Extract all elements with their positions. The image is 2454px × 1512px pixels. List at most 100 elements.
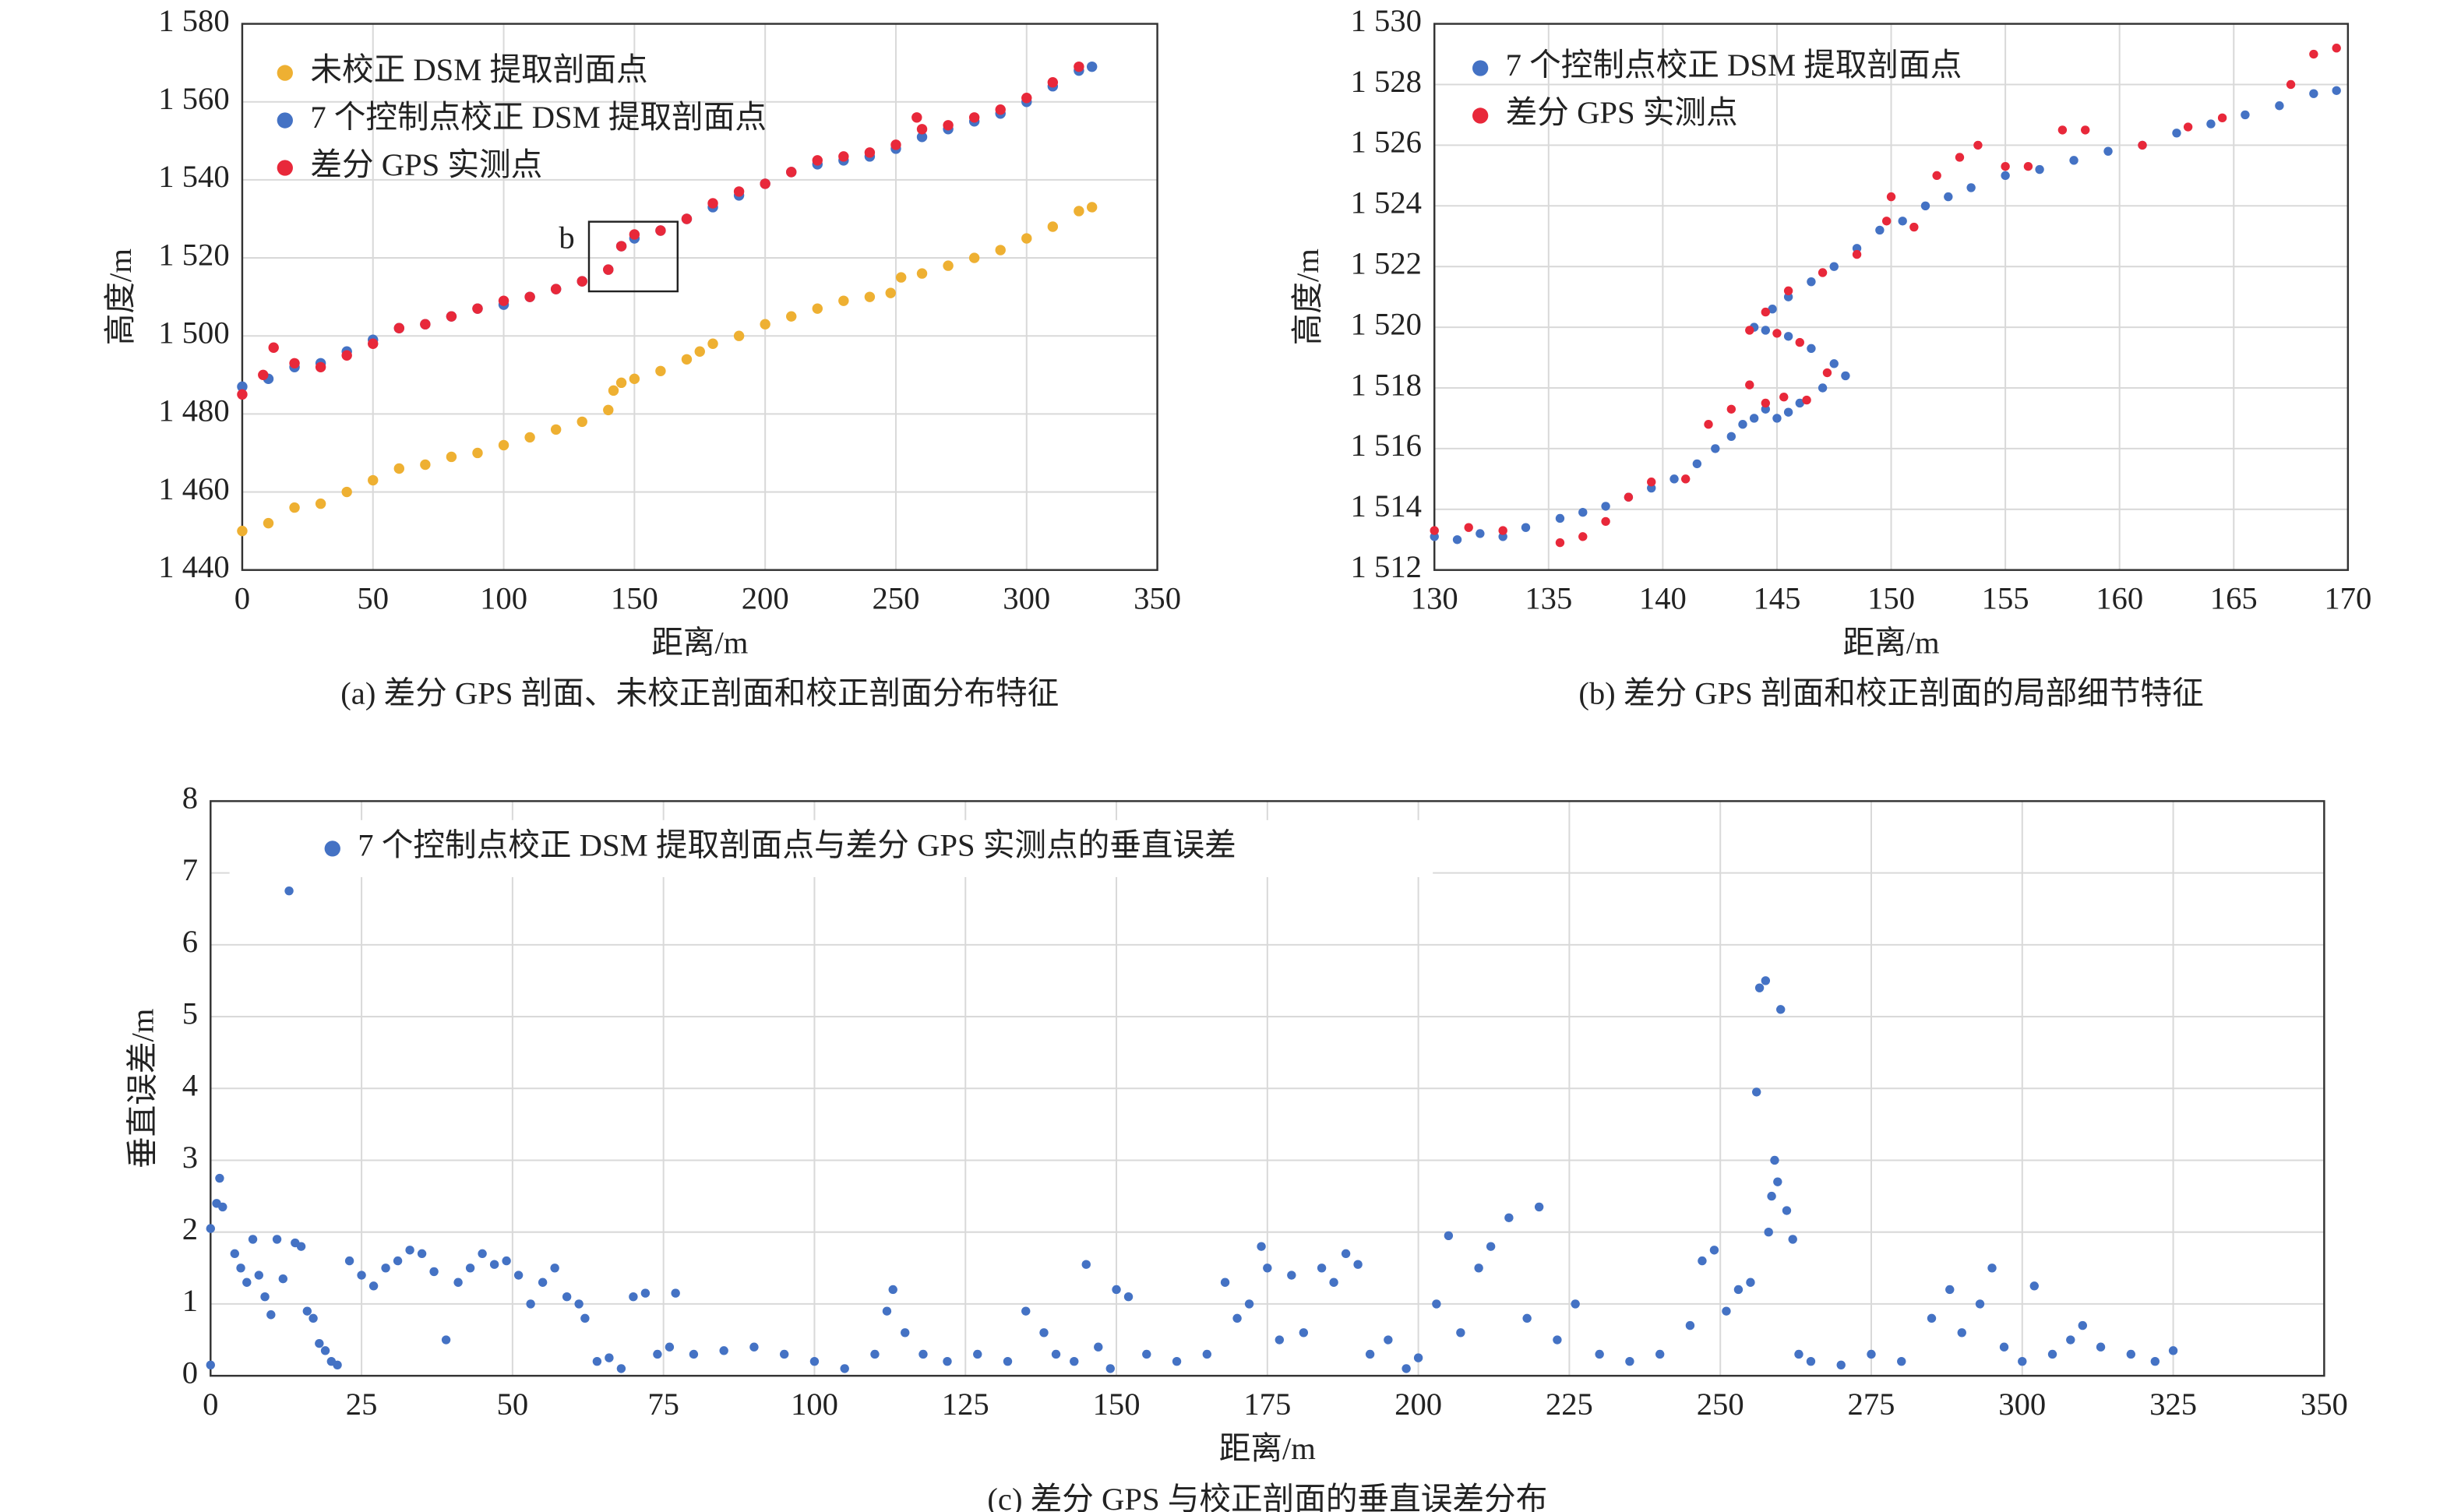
point bbox=[2332, 86, 2341, 95]
point bbox=[1764, 1228, 1773, 1237]
point bbox=[1456, 1328, 1465, 1338]
point bbox=[1464, 523, 1473, 532]
point bbox=[2206, 119, 2216, 129]
point bbox=[446, 311, 457, 322]
point bbox=[218, 1202, 227, 1212]
point bbox=[2183, 122, 2193, 132]
point bbox=[707, 338, 718, 349]
point bbox=[694, 346, 705, 357]
point bbox=[1504, 1213, 1514, 1222]
point bbox=[603, 404, 614, 416]
x-tick-label: 350 bbox=[1134, 581, 1181, 616]
y-tick-label: 1 518 bbox=[1351, 367, 1422, 402]
point bbox=[1263, 1264, 1272, 1273]
point bbox=[284, 886, 294, 896]
point bbox=[237, 525, 248, 537]
point bbox=[393, 1256, 403, 1266]
point bbox=[1232, 1313, 1242, 1323]
point bbox=[550, 284, 562, 294]
point bbox=[2217, 113, 2227, 123]
point bbox=[1275, 1335, 1285, 1345]
point bbox=[1555, 513, 1565, 523]
point bbox=[901, 1328, 910, 1338]
point bbox=[2150, 1356, 2160, 1366]
chart: 0 25 50 75 100 125 150 175 200 225 250 275 300 325 350… bbox=[125, 781, 2348, 1512]
point bbox=[1257, 1242, 1266, 1251]
point bbox=[1783, 332, 1793, 341]
point bbox=[603, 264, 614, 275]
point bbox=[809, 1356, 820, 1366]
point bbox=[1553, 1335, 1562, 1345]
point bbox=[1142, 1349, 1151, 1359]
point bbox=[780, 1349, 789, 1359]
y-tick-label: 1 520 bbox=[158, 237, 229, 272]
point bbox=[968, 252, 980, 263]
point bbox=[429, 1267, 439, 1277]
y-tick-label: 4 bbox=[182, 1068, 198, 1103]
point bbox=[629, 229, 640, 240]
point bbox=[1105, 1364, 1115, 1373]
point bbox=[1955, 153, 1965, 162]
point bbox=[1875, 225, 1885, 235]
point bbox=[2172, 129, 2181, 138]
point bbox=[1578, 508, 1588, 517]
point bbox=[1498, 526, 1507, 535]
x-tick-label: 0 bbox=[203, 1387, 218, 1422]
point bbox=[215, 1173, 224, 1183]
point bbox=[1202, 1349, 1211, 1359]
y-tick-label: 1 522 bbox=[1351, 246, 1422, 281]
point bbox=[1521, 523, 1531, 532]
point bbox=[2001, 171, 2010, 181]
legend-marker bbox=[324, 841, 340, 857]
y-tick-label: 1 bbox=[182, 1283, 198, 1318]
point bbox=[296, 1242, 306, 1251]
point bbox=[1768, 305, 1777, 314]
point bbox=[1474, 1264, 1483, 1273]
point bbox=[1074, 206, 1084, 217]
point bbox=[864, 147, 876, 158]
x-tick-label: 250 bbox=[1697, 1387, 1744, 1422]
point bbox=[1709, 1246, 1719, 1255]
point bbox=[1973, 140, 1983, 150]
point bbox=[2047, 1349, 2057, 1359]
point bbox=[1003, 1356, 1013, 1366]
point bbox=[513, 1271, 524, 1280]
point bbox=[1788, 1235, 1797, 1244]
point bbox=[446, 451, 457, 463]
point bbox=[1329, 1278, 1338, 1287]
x-tick-label: 145 bbox=[1753, 581, 1800, 616]
x-axis-label: 距离/m bbox=[651, 626, 748, 661]
point bbox=[263, 517, 274, 529]
point bbox=[524, 291, 535, 302]
point bbox=[478, 1249, 487, 1259]
x-axis-label: 距离/m bbox=[1842, 626, 1939, 661]
point bbox=[1647, 483, 1656, 493]
point bbox=[943, 260, 954, 271]
point bbox=[315, 498, 326, 509]
point bbox=[1932, 171, 1941, 181]
point bbox=[320, 1346, 330, 1355]
point bbox=[562, 1292, 572, 1302]
point bbox=[1595, 1349, 1604, 1359]
point bbox=[812, 303, 823, 314]
point bbox=[1944, 192, 1953, 202]
point bbox=[605, 1353, 614, 1362]
x-tick-label: 225 bbox=[1546, 1387, 1593, 1422]
point bbox=[341, 486, 352, 498]
point bbox=[655, 225, 666, 236]
point bbox=[608, 385, 619, 397]
point bbox=[592, 1356, 602, 1366]
point bbox=[1999, 1342, 2009, 1352]
point bbox=[1783, 407, 1793, 417]
point bbox=[368, 1281, 379, 1291]
point bbox=[237, 381, 248, 393]
point bbox=[574, 1299, 584, 1309]
point bbox=[289, 502, 300, 513]
point bbox=[237, 389, 248, 400]
chart-title: (b) 差分 GPS 剖面和校正剖面的局部细节特征 bbox=[1578, 676, 2203, 711]
point bbox=[1021, 233, 1032, 244]
point bbox=[550, 424, 562, 435]
point bbox=[1841, 371, 1850, 381]
point bbox=[1945, 1285, 1955, 1295]
point bbox=[1818, 383, 1828, 393]
